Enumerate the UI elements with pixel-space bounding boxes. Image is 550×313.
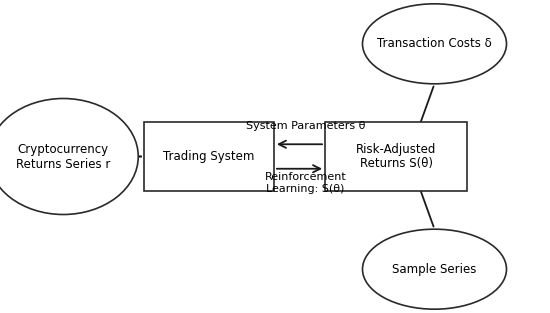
Ellipse shape: [362, 4, 507, 84]
Text: Cryptocurrency
Returns Series r: Cryptocurrency Returns Series r: [16, 142, 111, 171]
Text: Trading System: Trading System: [163, 150, 255, 163]
Text: System Parameters θ: System Parameters θ: [245, 121, 365, 131]
Text: Reinforcement
Learning: S(θ): Reinforcement Learning: S(θ): [265, 172, 346, 194]
Ellipse shape: [362, 229, 507, 309]
Bar: [325, 122, 467, 191]
Text: Risk-Adjusted
Returns S(θ): Risk-Adjusted Returns S(θ): [356, 142, 436, 171]
Text: Transaction Costs δ: Transaction Costs δ: [377, 37, 492, 50]
Bar: [144, 122, 274, 191]
Text: Sample Series: Sample Series: [392, 263, 477, 276]
Ellipse shape: [0, 99, 138, 214]
